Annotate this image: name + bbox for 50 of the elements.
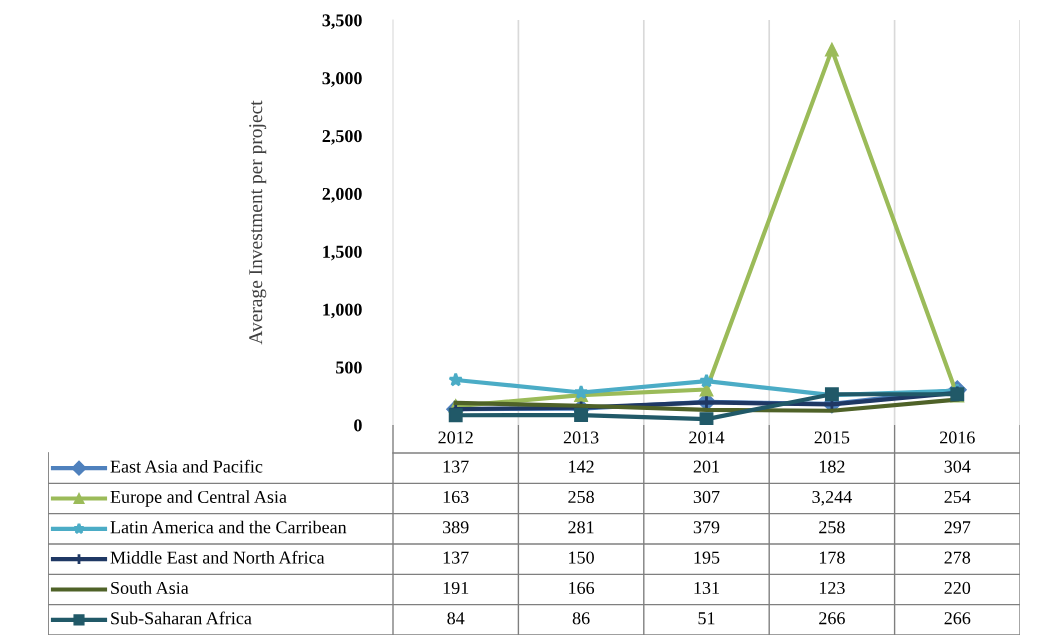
- data-label: 150: [569, 551, 594, 564]
- legend-label: Middle East and North Africa: [110, 550, 325, 564]
- y-tick-label: 0: [354, 419, 362, 432]
- data-label: 254: [944, 490, 971, 504]
- data-label: 178: [819, 551, 845, 564]
- y-tick-label: 2,500: [322, 129, 362, 145]
- data-label: 389: [443, 521, 469, 534]
- legend-label: Europe and Central Asia: [110, 490, 287, 507]
- y-tick-label: 1,500: [323, 245, 362, 261]
- legend-label: Sub-Saharan Africa: [111, 611, 252, 625]
- y-axis-title: Average Investment per project: [249, 100, 267, 345]
- data-label: 258: [568, 490, 594, 504]
- data-label: 379: [693, 521, 720, 534]
- x-tick-label: 2013: [563, 431, 599, 444]
- data-label: 3,244: [812, 490, 852, 506]
- x-tick-label: 2014: [689, 431, 725, 444]
- data-label: 258: [819, 521, 845, 534]
- data-label: 131: [694, 581, 719, 595]
- y-tick-label: 3,000: [322, 72, 362, 87]
- data-label: 142: [569, 460, 594, 473]
- y-tick-label: 500: [336, 361, 362, 374]
- data-label: 220: [944, 581, 971, 595]
- x-tick-label: 2015: [814, 431, 850, 444]
- data-label: 123: [819, 581, 845, 595]
- y-tick-label: 3,500: [322, 14, 362, 30]
- x-tick-label: 2016: [940, 431, 975, 444]
- data-label: 278: [944, 551, 971, 564]
- data-label: 166: [569, 581, 595, 595]
- legend-label: South Asia: [111, 581, 189, 595]
- data-label: 86: [572, 612, 590, 625]
- data-label: 137: [443, 551, 469, 564]
- data-label: 297: [944, 521, 971, 534]
- y-tick-label: 1,000: [323, 303, 362, 319]
- data-label: 163: [443, 490, 469, 504]
- data-label: 266: [819, 612, 845, 625]
- data-label: 201: [693, 460, 719, 473]
- x-tick-label: 2012: [438, 431, 473, 444]
- data-label: 281: [568, 521, 594, 534]
- legend-label: Latin America and the Carribean: [110, 520, 347, 534]
- data-label: 84: [447, 612, 465, 625]
- data-label: 195: [694, 551, 720, 564]
- data-label: 51: [698, 612, 715, 625]
- data-label: 182: [819, 460, 845, 473]
- data-label: 137: [443, 460, 469, 473]
- data-label: 307: [693, 490, 720, 504]
- y-tick-label: 2,000: [322, 187, 362, 203]
- data-label: 266: [944, 612, 971, 625]
- legend-label: East Asia and Pacific: [110, 459, 263, 473]
- data-label: 191: [443, 581, 469, 595]
- data-label: 304: [944, 460, 971, 473]
